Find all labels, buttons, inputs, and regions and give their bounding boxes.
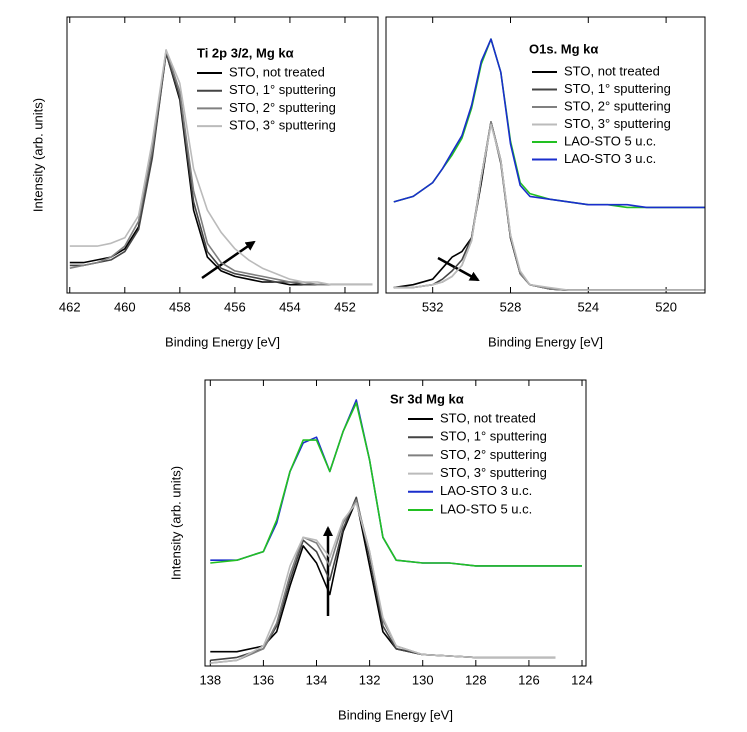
legend-label: STO, not treated [564,63,660,78]
x-tick-label: 452 [334,299,356,314]
chart-title: Sr 3d Mg kα [390,391,464,406]
x-tick-label: 524 [577,299,599,314]
legend-label: LAO-STO 5 u.c. [440,501,532,516]
x-tick-label: 458 [169,299,191,314]
legend-label: STO, 2° sputtering [440,447,547,462]
legend-label: STO, not treated [440,410,536,425]
legend-label: STO, 1° sputtering [440,429,547,444]
arrow [201,240,256,280]
x-tick-label: 454 [279,299,301,314]
x-tick-label: 462 [59,299,81,314]
series-line [210,499,556,664]
legend-label: STO, not treated [229,64,325,79]
legend-label: STO, 3° sputtering [440,465,547,480]
y-axis-label: Intensity (arb. units) [168,466,183,580]
x-tick-label: 128 [465,672,487,687]
legend-label: STO, 3° sputtering [564,116,671,131]
legend-label: LAO-STO 5 u.c. [564,133,656,148]
series-line [393,121,705,291]
series-line [393,123,705,291]
legend-label: LAO-STO 3 u.c. [564,151,656,166]
legend-label: STO, 3° sputtering [229,118,336,133]
plot-frame [385,16,706,294]
series-line [210,496,556,662]
x-axis-label: Binding Energy [eV] [488,334,603,349]
y-axis-label: Intensity (arb. units) [30,98,45,212]
legend-label: STO, 2° sputtering [229,100,336,115]
series-line [210,499,556,659]
plot-frame [204,379,587,667]
x-tick-label: 134 [306,672,328,687]
x-tick-label: 528 [500,299,522,314]
series-line [69,49,373,286]
x-tick-label: 130 [412,672,434,687]
x-tick-label: 460 [114,299,136,314]
legend-label: STO, 2° sputtering [564,98,671,113]
series-line [69,49,373,286]
series-line [393,38,705,209]
plot-frame [66,16,379,294]
x-tick-label: 456 [224,299,246,314]
series-line [210,402,582,567]
x-tick-label: 520 [655,299,677,314]
x-tick-label: 136 [253,672,275,687]
series-line [210,502,556,664]
series-line [393,121,705,291]
x-tick-label: 126 [518,672,540,687]
chart-title: O1s. Mg kα [529,41,598,56]
x-axis-label: Binding Energy [eV] [338,707,453,722]
x-tick-label: 532 [422,299,444,314]
x-axis-label: Binding Energy [eV] [165,334,280,349]
chart-title: Ti 2p 3/2, Mg kα [197,45,294,60]
x-tick-label: 138 [199,672,221,687]
legend-label: LAO-STO 3 u.c. [440,483,532,498]
legend-label: STO, 1° sputtering [229,82,336,97]
x-tick-label: 132 [359,672,381,687]
series-line [393,121,705,291]
x-tick-label: 124 [571,672,593,687]
legend-label: STO, 1° sputtering [564,81,671,96]
